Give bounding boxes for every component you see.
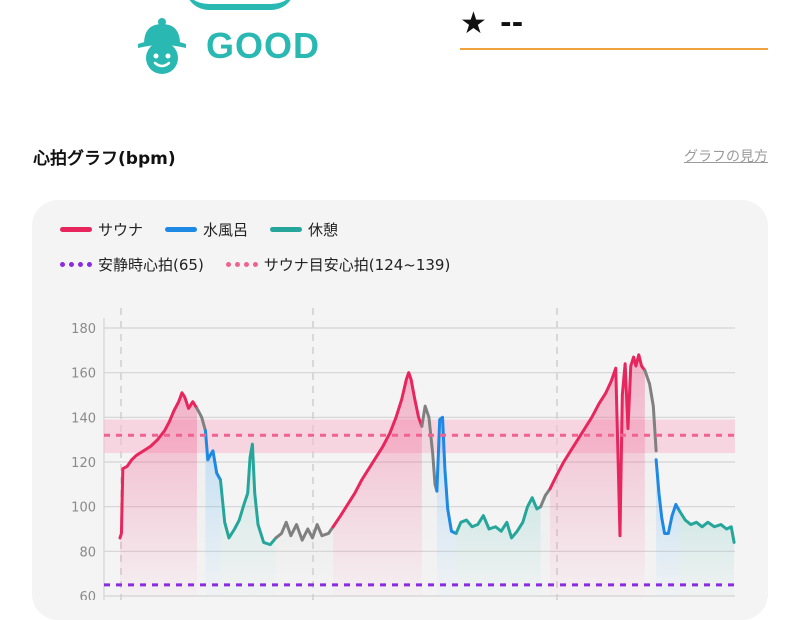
series-transition-11 bbox=[643, 368, 658, 453]
series-sauna-0 bbox=[118, 391, 199, 540]
rest-swatch bbox=[270, 227, 303, 232]
area-rest-13 bbox=[679, 511, 735, 596]
area-sauna-5 bbox=[333, 372, 422, 596]
y-tick-label: 120 bbox=[71, 456, 96, 471]
y-tick-label: 100 bbox=[71, 501, 96, 516]
legend-resting-hr: 安静時心拍(65) bbox=[60, 254, 204, 275]
area-transition-6 bbox=[421, 406, 437, 596]
area-water-2 bbox=[205, 430, 221, 596]
legend-row-phases: サウナ 水風呂 休憩 bbox=[60, 219, 360, 240]
status-label: GOOD bbox=[206, 25, 321, 66]
series-sauna-10 bbox=[548, 353, 647, 538]
rating-field[interactable]: ★ -- bbox=[460, 4, 768, 50]
area-transition-1 bbox=[196, 408, 206, 596]
series-rest-8 bbox=[454, 496, 543, 540]
legend-sauna-label: サウナ bbox=[98, 221, 144, 239]
series-transition-1 bbox=[195, 406, 207, 433]
area-rest-3 bbox=[220, 444, 276, 596]
legend-sauna: サウナ bbox=[60, 219, 143, 240]
legend-resting-hr-label: 安静時心拍(65) bbox=[98, 256, 204, 274]
water-bath-swatch bbox=[165, 227, 198, 232]
area-sauna-0 bbox=[120, 392, 197, 596]
smiling-hat-face-icon bbox=[138, 18, 186, 74]
series-rest-3 bbox=[218, 442, 278, 547]
legend-sauna-target: サウナ目安心拍(124~139) bbox=[225, 254, 451, 275]
star-icon: ★ bbox=[460, 6, 487, 41]
area-transition-4 bbox=[275, 522, 334, 596]
legend-rest: 休憩 bbox=[270, 219, 338, 240]
resting-hr-swatch bbox=[60, 262, 92, 267]
area-rest-8 bbox=[456, 497, 541, 596]
series-water-2 bbox=[203, 429, 222, 482]
y-tick-label: 140 bbox=[71, 411, 96, 426]
series-rest-13 bbox=[678, 509, 736, 544]
series-water-7 bbox=[435, 415, 458, 535]
legend-row-references: 安静時心拍(65) サウナ目安心拍(124~139) bbox=[60, 254, 472, 275]
graph-title: 心拍グラフ(bpm) bbox=[33, 149, 176, 169]
legend-sauna-target-label: サウナ目安心拍(124~139) bbox=[263, 256, 451, 274]
heart-rate-chart: 60 80 100 120 140 160 180 bbox=[71, 308, 736, 600]
sauna-swatch bbox=[60, 227, 92, 232]
area-water-12 bbox=[656, 459, 680, 596]
area-transition-9 bbox=[540, 488, 551, 596]
series-transition-4 bbox=[274, 520, 335, 542]
rating-value: -- bbox=[500, 6, 524, 39]
legend-water-bath: 水風呂 bbox=[165, 219, 248, 240]
series-sauna-5 bbox=[331, 371, 424, 529]
y-tick-label: 60 bbox=[79, 590, 96, 600]
y-tick-label: 80 bbox=[79, 545, 96, 560]
y-tick-label: 180 bbox=[71, 322, 96, 337]
legend-water-bath-label: 水風呂 bbox=[203, 221, 249, 239]
condition-status: GOOD bbox=[130, 14, 320, 78]
series-transition-9 bbox=[539, 487, 552, 509]
y-tick-label: 160 bbox=[71, 367, 96, 382]
status-gauge-arc bbox=[185, 0, 295, 10]
sauna-target-swatch bbox=[225, 262, 258, 267]
legend-rest-label: 休憩 bbox=[308, 221, 339, 239]
series-water-12 bbox=[654, 458, 682, 535]
graph-help-link[interactable]: グラフの見方 bbox=[684, 149, 768, 165]
